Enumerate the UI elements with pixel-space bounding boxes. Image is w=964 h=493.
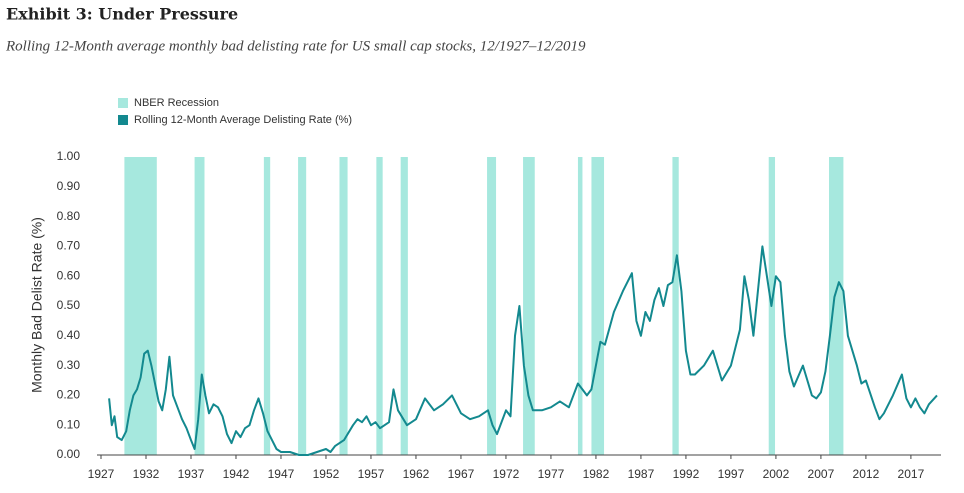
recession-band xyxy=(829,157,844,455)
y-tick-label: 1.00 xyxy=(57,149,81,163)
legend-swatch xyxy=(118,115,128,125)
x-tick-label: 1992 xyxy=(673,467,700,481)
x-tick-label: 1977 xyxy=(538,467,565,481)
x-tick-label: 1997 xyxy=(718,467,745,481)
legend-swatch xyxy=(118,98,128,108)
recession-band xyxy=(591,157,605,455)
y-tick-label: 0.40 xyxy=(57,328,81,342)
y-tick-label: 0.80 xyxy=(57,209,81,223)
recession-band xyxy=(577,157,583,455)
x-tick-label: 1942 xyxy=(223,467,250,481)
recession-band xyxy=(376,157,383,455)
recession-band xyxy=(124,157,157,455)
x-tick-label: 1957 xyxy=(358,467,385,481)
y-tick-label: 0.60 xyxy=(57,268,81,282)
recession-band xyxy=(339,157,348,455)
x-tick-label: 1927 xyxy=(88,467,115,481)
y-tick-label: 0.90 xyxy=(57,179,81,193)
x-tick-label: 2007 xyxy=(808,467,835,481)
legend-label: Rolling 12-Month Average Delisting Rate … xyxy=(134,114,352,126)
recession-band xyxy=(487,157,497,455)
legend-label: NBER Recession xyxy=(134,97,219,109)
recession-band xyxy=(400,157,408,455)
recession-band xyxy=(672,157,679,455)
data-line xyxy=(108,245,938,456)
y-tick-label: 0.30 xyxy=(57,358,81,372)
x-tick-label: 1982 xyxy=(583,467,610,481)
x-tick-label: 1932 xyxy=(133,467,160,481)
y-tick-label: 0.20 xyxy=(57,388,81,402)
x-tick-label: 2012 xyxy=(853,467,880,481)
x-tick-label: 1962 xyxy=(403,467,430,481)
y-tick-label: 0.00 xyxy=(57,447,81,461)
recession-band xyxy=(263,157,271,455)
recession-band xyxy=(298,157,307,455)
y-tick-label: 0.70 xyxy=(57,239,81,253)
x-tick-label: 2017 xyxy=(898,467,925,481)
x-tick-label: 1967 xyxy=(448,467,475,481)
x-tick-label: 1952 xyxy=(313,467,340,481)
y-axis-label: Monthly Bad Delist Rate (%) xyxy=(29,217,45,393)
x-tick-label: 1947 xyxy=(268,467,295,481)
recession-band xyxy=(523,157,535,455)
x-tick-label: 1987 xyxy=(628,467,655,481)
y-tick-label: 0.10 xyxy=(57,417,81,431)
chart-subtitle: Rolling 12-Month average monthly bad del… xyxy=(5,38,586,54)
chart-title: Exhibit 3: Under Pressure xyxy=(6,5,238,24)
y-tick-label: 0.50 xyxy=(57,298,81,312)
recession-band xyxy=(194,157,205,455)
x-tick-label: 1937 xyxy=(178,467,205,481)
x-tick-label: 1972 xyxy=(493,467,520,481)
x-tick-label: 2002 xyxy=(763,467,790,481)
